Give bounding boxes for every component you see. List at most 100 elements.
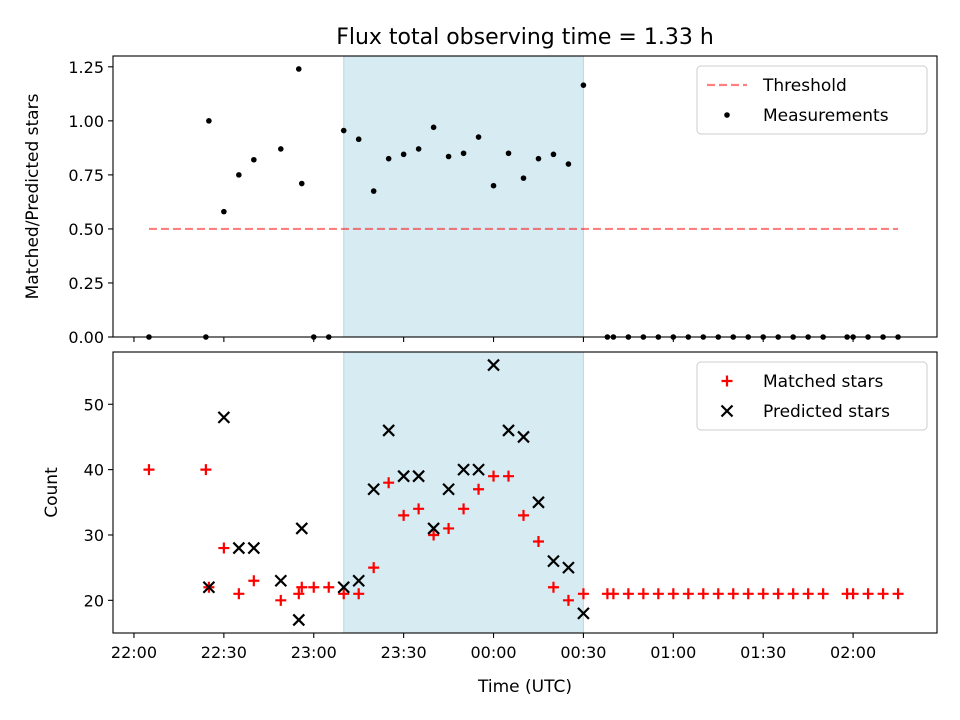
- data-point: [200, 464, 212, 476]
- data-point: [847, 588, 859, 600]
- data-point: [236, 172, 242, 178]
- x-tick-label: 23:00: [291, 643, 337, 662]
- data-point: [607, 588, 619, 600]
- data-point: [547, 581, 559, 593]
- data-point: [427, 522, 440, 535]
- axes-frame: [112, 55, 938, 338]
- data-point: [580, 82, 587, 88]
- data-point: [892, 588, 904, 600]
- data-point: [742, 588, 754, 600]
- y-tick-label: 50: [84, 395, 104, 414]
- data-point: [862, 588, 874, 600]
- legend: Matched stars Predicted stars: [696, 361, 928, 431]
- data-point: [308, 581, 320, 593]
- data-point: [520, 175, 527, 181]
- data-point: [460, 150, 467, 157]
- data-point: [577, 607, 590, 620]
- data-point: [415, 146, 422, 152]
- data-point: [562, 561, 575, 574]
- x-tick-label: 00:00: [470, 643, 516, 662]
- data-point: [577, 588, 589, 600]
- y-tick-label: 0.00: [68, 328, 104, 347]
- y-tick-label: 30: [84, 526, 104, 545]
- x-tick-label: 01:00: [650, 643, 696, 662]
- data-point: [247, 541, 261, 555]
- data-point: [817, 588, 829, 600]
- data-point: [217, 411, 231, 424]
- legend-box: [696, 65, 928, 135]
- data-point: [757, 588, 769, 600]
- y-tick-label: 0.50: [68, 220, 104, 239]
- data-point: [637, 588, 649, 600]
- data-point: [518, 509, 530, 521]
- data-point: [877, 588, 889, 600]
- data-point: [517, 430, 530, 444]
- x-tick-label: 23:30: [381, 643, 427, 662]
- data-point: [428, 529, 440, 541]
- data-point: [532, 496, 545, 509]
- x-tick-label: 00:30: [560, 643, 606, 662]
- legend-marker: [720, 404, 734, 418]
- data-point: [338, 588, 350, 600]
- data-point: [802, 588, 814, 600]
- data-point: [382, 424, 395, 437]
- data-point: [413, 503, 425, 515]
- data-point: [430, 124, 437, 131]
- data-point: [458, 503, 470, 515]
- data-point: [697, 588, 709, 600]
- legend-marker: [721, 375, 733, 387]
- data-point: [475, 134, 482, 140]
- data-point: [353, 588, 365, 600]
- data-point: [292, 613, 306, 627]
- observing-window-span: [343, 55, 584, 338]
- series-matched-stars: [143, 464, 904, 606]
- legend-label: Matched stars: [763, 372, 883, 392]
- legend-label: Predicted stars: [763, 402, 890, 422]
- figure-title: Flux total observing time = 1.33 h: [336, 25, 714, 50]
- data-point: [233, 588, 245, 600]
- legend: Threshold Measurements: [696, 65, 928, 135]
- y-tick-label: 40: [84, 461, 104, 480]
- data-point: [505, 150, 512, 157]
- observing-window-span: [343, 351, 584, 634]
- data-point: [472, 463, 485, 476]
- data-point: [295, 522, 309, 535]
- data-point: [367, 482, 380, 496]
- axes-frame: [112, 351, 938, 634]
- data-point: [352, 574, 365, 587]
- x-tick-label: 01:30: [740, 643, 786, 662]
- legend-marker: [724, 112, 730, 118]
- data-point: [442, 482, 455, 496]
- data-point: [370, 188, 377, 194]
- data-point: [457, 463, 470, 476]
- y-tick-label: 20: [84, 591, 104, 610]
- data-point: [445, 153, 452, 160]
- data-point: [400, 151, 407, 158]
- series-measurements: [146, 66, 901, 340]
- series-predicted-stars: [202, 358, 590, 627]
- data-point: [502, 424, 515, 437]
- data-point: [221, 208, 227, 215]
- y-tick-label: 1.25: [68, 58, 104, 77]
- data-point: [323, 581, 335, 593]
- x-tick-label: 02:00: [830, 643, 876, 662]
- data-point: [337, 580, 350, 594]
- data-point: [535, 155, 542, 162]
- bottom-panel: 22:00 22:30 23:00 23:30 00:00 00:30 01:00 01:30…: [42, 351, 938, 662]
- data-point: [550, 151, 557, 158]
- data-point: [385, 155, 392, 162]
- data-point: [355, 136, 362, 143]
- legend-box: [696, 361, 928, 431]
- data-point: [772, 588, 784, 600]
- x-tick-label: 22:00: [111, 643, 157, 662]
- x-axis-label: Time (UTC): [477, 677, 572, 697]
- legend-label: Threshold: [762, 76, 847, 96]
- data-point: [293, 588, 305, 600]
- top-panel: 0.00 0.25 0.50 0.75 1.00 1.25 Matched/Predicte…: [23, 55, 938, 347]
- data-point: [787, 588, 799, 600]
- y-axis-label: Matched/Predicted stars: [23, 93, 43, 299]
- data-point: [682, 588, 694, 600]
- data-point: [298, 180, 305, 187]
- data-point: [565, 161, 572, 167]
- data-point: [251, 156, 257, 163]
